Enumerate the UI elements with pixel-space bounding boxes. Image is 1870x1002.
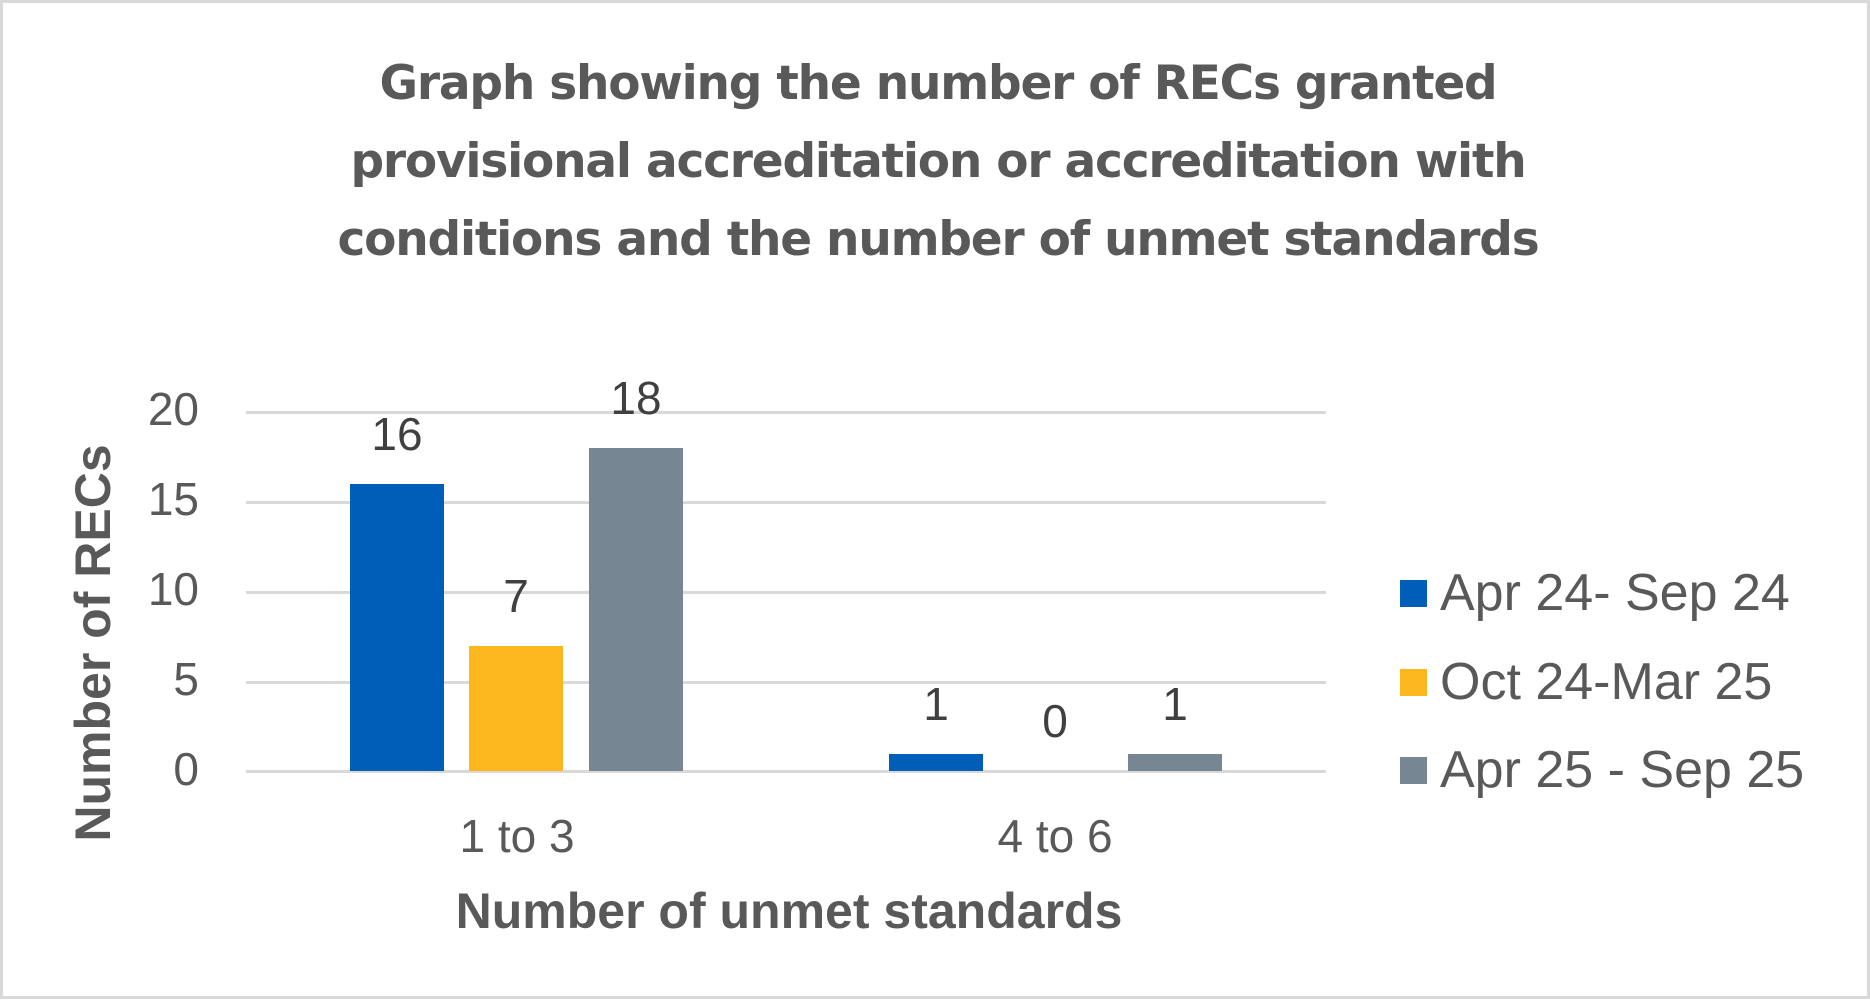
- x-category-1to3: 1 to 3: [459, 810, 575, 862]
- legend-item-apr25-sep25: Apr 25 - Sep 25: [1400, 740, 1860, 800]
- legend-label: Apr 25 - Sep 25: [1440, 741, 1805, 799]
- data-label-4to6-oct24-mar25: 0: [1042, 695, 1068, 747]
- legend-swatch-gray-icon: [1400, 756, 1427, 784]
- data-label-1to3-apr25-sep25: 18: [610, 372, 662, 424]
- chart-title-line-3: conditions and the number of unmet stand…: [337, 212, 1539, 267]
- data-label-4to6-apr25-sep25: 1: [1162, 678, 1188, 730]
- bar-1to3-oct24-mar25: [469, 646, 563, 771]
- chart-title-line-1: Graph showing the number of RECs granted: [379, 56, 1498, 111]
- plot-area: 20 15 10 5 0 16 7 18 1 0 1 1 to 3 4 to 6…: [3, 3, 1870, 1002]
- bar-1to3-apr24-sep24: [350, 484, 444, 771]
- bar-1to3-apr25-sep25: [589, 448, 683, 771]
- bar-4to6-apr24-sep24: [889, 754, 983, 771]
- y-tick-10: 10: [147, 563, 199, 615]
- x-axis-title: Number of unmet standards: [455, 883, 1123, 939]
- gridline-20: [246, 411, 1326, 414]
- chart-title: Graph showing the number of RECs granted…: [3, 45, 1870, 279]
- y-tick-0: 0: [173, 743, 199, 795]
- legend-label: Oct 24-Mar 25: [1440, 653, 1773, 711]
- data-label-1to3-oct24-mar25: 7: [503, 570, 529, 622]
- y-tick-20: 20: [147, 383, 199, 435]
- gridline-15: [246, 501, 1326, 504]
- chart-title-line-2: provisional accreditation or accreditati…: [350, 134, 1526, 189]
- gridline-5: [246, 681, 1326, 684]
- legend-swatch-yellow-icon: [1400, 668, 1427, 696]
- y-tick-15: 15: [147, 473, 199, 525]
- legend-swatch-blue-icon: [1400, 579, 1427, 607]
- x-axis-line: [246, 770, 1326, 773]
- y-tick-5: 5: [173, 653, 199, 705]
- bar-4to6-apr25-sep25: [1128, 754, 1222, 771]
- data-label-1to3-apr24-sep24: 16: [371, 408, 423, 460]
- legend-item-apr24-sep24: Apr 24- Sep 24: [1400, 563, 1860, 623]
- data-label-4to6-apr24-sep24: 1: [923, 678, 949, 730]
- gridline-10: [246, 591, 1326, 594]
- legend-item-oct24-mar25: Oct 24-Mar 25: [1400, 652, 1860, 712]
- x-category-4to6: 4 to 6: [997, 810, 1113, 862]
- y-axis-title: Number of RECs: [65, 444, 121, 842]
- legend-label: Apr 24- Sep 24: [1440, 564, 1790, 622]
